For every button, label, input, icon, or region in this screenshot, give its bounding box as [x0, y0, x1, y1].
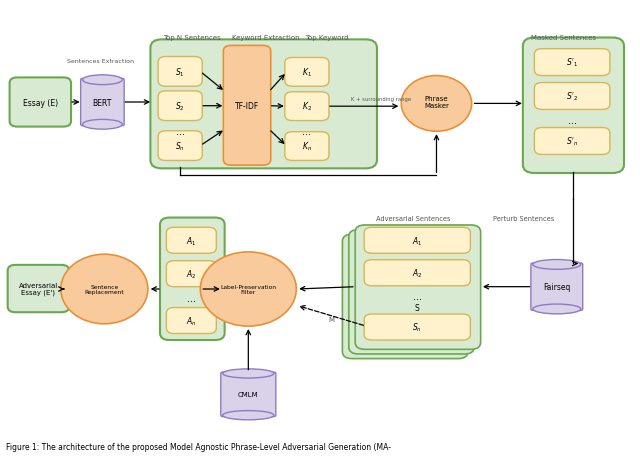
Text: $A_2$: $A_2$: [412, 267, 422, 279]
Ellipse shape: [532, 304, 581, 314]
Text: $A_2$: $A_2$: [186, 268, 196, 280]
Text: $S_n$: $S_n$: [175, 140, 185, 152]
Text: M: M: [328, 317, 335, 322]
Ellipse shape: [83, 75, 122, 86]
Ellipse shape: [223, 411, 274, 420]
Text: Phrase
Masker: Phrase Masker: [424, 96, 449, 109]
FancyBboxPatch shape: [81, 79, 124, 126]
Text: Adversarial Sentences: Adversarial Sentences: [376, 216, 450, 221]
Text: $A_1$: $A_1$: [412, 235, 422, 247]
Text: ...: ...: [175, 127, 185, 137]
FancyBboxPatch shape: [523, 38, 624, 174]
FancyBboxPatch shape: [160, 218, 225, 340]
Text: Perturb Sentences: Perturb Sentences: [493, 216, 554, 221]
FancyBboxPatch shape: [158, 57, 202, 87]
Text: $S_1$: $S_1$: [175, 66, 185, 78]
FancyBboxPatch shape: [531, 263, 583, 311]
Text: $S'_1$: $S'_1$: [566, 57, 579, 69]
Text: $S'_n$: $S'_n$: [566, 136, 579, 148]
Text: TF-IDF: TF-IDF: [235, 101, 259, 111]
Text: $K_1$: $K_1$: [302, 67, 312, 79]
FancyBboxPatch shape: [364, 260, 470, 286]
FancyBboxPatch shape: [166, 261, 216, 287]
FancyBboxPatch shape: [223, 46, 271, 166]
Text: Sentence
Replacement: Sentence Replacement: [84, 284, 124, 295]
Text: Label-Preservation
Filter: Label-Preservation Filter: [220, 284, 276, 295]
Text: $S'_2$: $S'_2$: [566, 91, 579, 103]
Text: CMLM: CMLM: [238, 392, 259, 397]
Text: BERT: BERT: [93, 98, 112, 107]
Text: $A_n$: $A_n$: [186, 315, 196, 327]
Text: Top Keyword: Top Keyword: [305, 35, 348, 41]
FancyBboxPatch shape: [166, 228, 216, 254]
Ellipse shape: [223, 369, 274, 378]
FancyBboxPatch shape: [364, 314, 470, 340]
FancyBboxPatch shape: [534, 83, 610, 110]
FancyBboxPatch shape: [534, 128, 610, 155]
Text: S: S: [415, 303, 420, 313]
Text: $A_1$: $A_1$: [186, 235, 196, 247]
FancyBboxPatch shape: [349, 230, 474, 354]
FancyBboxPatch shape: [221, 372, 276, 417]
Text: Adversarial
Essay (E'): Adversarial Essay (E'): [19, 282, 58, 296]
Text: Masked Sentences: Masked Sentences: [531, 35, 596, 41]
Text: Top N Sentences: Top N Sentences: [163, 35, 221, 41]
Text: ...: ...: [302, 127, 312, 137]
FancyBboxPatch shape: [166, 308, 216, 334]
Text: Fairseq: Fairseq: [543, 282, 570, 292]
Text: ...: ...: [413, 291, 422, 301]
Ellipse shape: [83, 120, 122, 130]
FancyBboxPatch shape: [10, 78, 71, 127]
Text: K + surrounding range: K + surrounding range: [351, 97, 412, 102]
Text: $K_2$: $K_2$: [302, 101, 312, 113]
FancyBboxPatch shape: [285, 132, 329, 161]
FancyBboxPatch shape: [355, 225, 481, 350]
FancyBboxPatch shape: [158, 131, 202, 161]
Ellipse shape: [200, 252, 296, 326]
FancyBboxPatch shape: [158, 92, 202, 121]
Ellipse shape: [401, 76, 472, 132]
Text: $S_2$: $S_2$: [175, 100, 185, 113]
Text: Essay (E): Essay (E): [23, 98, 58, 107]
Text: Figure 1: The architecture of the proposed Model Agnostic Phrase-Level Adversari: Figure 1: The architecture of the propos…: [6, 442, 392, 451]
FancyBboxPatch shape: [285, 58, 329, 87]
Text: $K_n$: $K_n$: [302, 141, 312, 153]
Text: Sentences Extraction: Sentences Extraction: [67, 59, 134, 63]
FancyBboxPatch shape: [150, 40, 377, 169]
Text: $S_n$: $S_n$: [412, 321, 422, 333]
Text: Keyword Extraction: Keyword Extraction: [232, 35, 300, 41]
FancyBboxPatch shape: [8, 265, 69, 313]
FancyBboxPatch shape: [342, 235, 468, 359]
FancyBboxPatch shape: [285, 93, 329, 121]
FancyBboxPatch shape: [364, 228, 470, 254]
Text: ...: ...: [568, 115, 577, 125]
Text: ...: ...: [187, 293, 196, 303]
Ellipse shape: [61, 255, 148, 324]
FancyBboxPatch shape: [534, 50, 610, 76]
Ellipse shape: [532, 260, 581, 270]
